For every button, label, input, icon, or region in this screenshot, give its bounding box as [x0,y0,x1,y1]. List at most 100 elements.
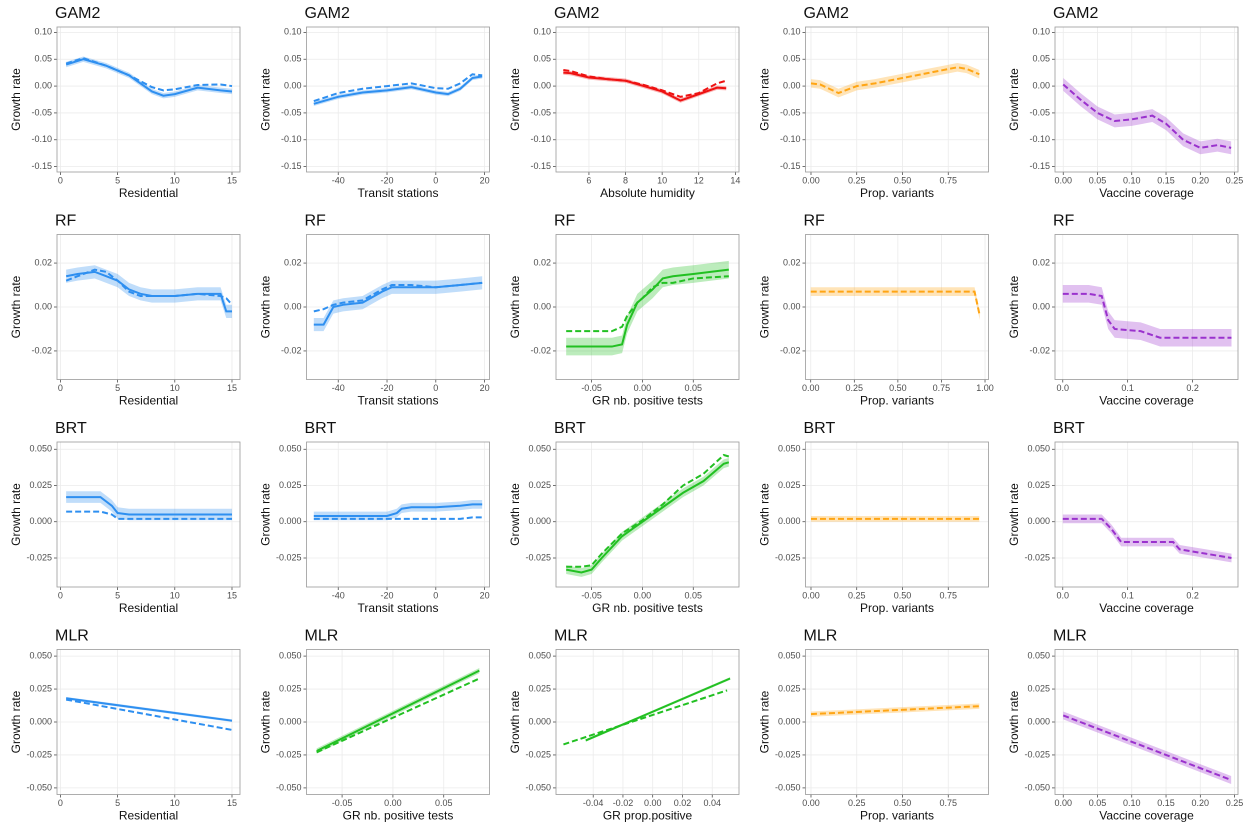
x-tick-label: 0 [58,798,63,808]
y-tick-label: -0.025 [1024,749,1050,759]
panel-title: BRT [804,420,836,437]
y-tick-label: 0.05 [284,54,302,64]
x-axis-title: GR nb. positive tests [592,394,703,408]
y-tick-label: 0.050 [29,444,52,454]
y-tick-label: 0.000 [528,516,551,526]
x-tick-label: -0.05 [581,383,602,393]
y-tick-label: -0.02 [281,345,302,355]
x-axis-title: Transit stations [358,394,439,408]
y-axis-title: Growth rate [1007,275,1021,338]
plot-border [56,26,241,173]
x-tick-label: 10 [170,175,180,185]
x-axis-title: Vaccine coverage [1099,186,1194,200]
y-tick-label: 0.05 [783,54,801,64]
confidence-band [1063,711,1232,784]
confidence-band [313,500,483,521]
panel: RF Growth rate Transit stations -0.02 0.00 0.… [259,213,490,408]
x-tick-label: 0.05 [684,383,702,393]
y-tick-label: 0.02 [783,257,801,267]
x-tick-label: 15 [227,383,237,393]
y-tick-label: -0.05 [530,107,551,117]
y-tick-label: -0.10 [530,134,551,144]
y-tick-label: -0.050 [26,782,52,792]
x-tick-label: 0.75 [939,175,957,185]
confidence-band [313,74,483,106]
y-axis-title: Growth rate [259,690,273,753]
panel: GAM2 Growth rate Absolute humidity -0.15 -0.… [508,5,740,200]
series-line [313,516,483,520]
y-tick-label: -0.02 [530,345,551,355]
plot-border [805,26,989,173]
series-line [316,677,480,754]
y-tick-label: -0.10 [780,134,801,144]
x-axis-title: Vaccine coverage [1099,394,1194,408]
x-tick-label: 0.00 [802,590,820,600]
x-axis-title: Residential [119,186,178,200]
y-tick-label: 0.025 [29,683,52,693]
x-tick-label: 15 [227,798,237,808]
series-line [65,698,233,731]
panel: MLR Growth rate Residential -0.050 -0.025 0.0… [9,628,241,823]
x-tick-label: 10 [170,798,180,808]
series-line [66,496,232,516]
y-tick-label: 0.00 [783,301,801,311]
series-line [65,57,233,92]
y-tick-label: 0.025 [279,480,302,490]
plot-border [56,441,241,588]
plot-border [555,649,740,795]
panel-title: MLR [305,628,339,645]
x-tick-label: 14 [730,175,740,185]
y-tick-label: 0.025 [528,683,551,693]
panel-title: BRT [554,420,586,437]
plot-border [306,441,490,588]
x-tick-label: 0 [58,590,63,600]
x-axis-title: Prop. variants [860,809,934,823]
confidence-band [66,491,232,521]
x-tick-label: 0.1 [1121,590,1134,600]
y-axis-title: Growth rate [9,68,23,131]
y-tick-label: 0.050 [29,650,52,660]
x-axis-title: GR prop.positive [603,809,693,823]
y-tick-label: 0.00 [284,80,302,90]
plot-border [805,234,989,380]
panel: GAM2 Growth rate Prop. variants -0.15 -0.10 -… [758,5,989,200]
panel-title: MLR [554,628,588,645]
x-tick-label: 0.50 [889,383,907,393]
x-tick-label: -40 [332,175,345,185]
y-tick-label: 0.00 [34,301,52,311]
y-axis-title: Growth rate [508,690,522,753]
panel-title: MLR [804,628,838,645]
x-tick-label: 0.00 [384,798,402,808]
y-tick-label: 0.000 [29,516,52,526]
plot-border [555,234,740,380]
x-axis-title: Transit stations [358,601,439,615]
y-tick-label: 0.025 [29,480,52,490]
x-tick-label: 0.00 [634,383,652,393]
panel: MLR Growth rate GR prop.positive -0.050 -0.0… [508,628,740,823]
x-tick-label: 0.50 [894,798,912,808]
y-tick-label: 0.000 [1027,716,1050,726]
x-tick-label: 0 [433,590,438,600]
y-tick-label: -0.15 [530,161,551,171]
x-tick-label: 12 [694,175,704,185]
y-tick-label: 0.00 [533,301,551,311]
y-tick-label: 0.05 [34,54,52,64]
panel-title: RF [305,213,327,230]
y-axis-title: Growth rate [1007,68,1021,131]
x-tick-label: 1.00 [976,383,994,393]
x-tick-label: 0.05 [435,798,453,808]
y-tick-label: 0.000 [528,716,551,726]
panel-title: RF [804,213,826,230]
x-tick-label: 10 [170,383,180,393]
x-tick-label: 0.75 [933,383,951,393]
panel: BRT Growth rate GR nb. positive tests -0.02… [508,420,740,615]
x-tick-label: 0.1 [1121,383,1134,393]
plot-border [306,234,490,380]
panel: MLR Growth rate Prop. variants -0.050 -0.025… [758,628,989,823]
plot-border [56,234,241,380]
y-axis-title: Growth rate [9,690,23,753]
y-tick-label: 0.00 [533,80,551,90]
